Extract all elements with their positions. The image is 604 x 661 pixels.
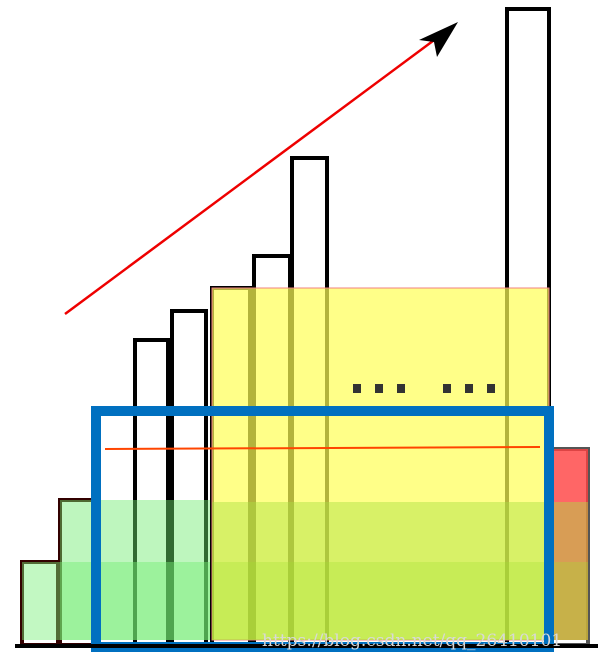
dot	[443, 384, 451, 393]
dot	[353, 384, 361, 393]
dot	[465, 384, 473, 393]
red-area	[549, 449, 588, 640]
dot	[397, 384, 405, 393]
arrow-shaft	[64, 30, 446, 316]
yellow-area	[211, 287, 550, 641]
ellipsis	[353, 384, 495, 393]
dot	[487, 384, 495, 393]
level-line	[104, 446, 541, 450]
dot	[375, 384, 383, 393]
overlap-area	[212, 502, 588, 640]
overlays	[22, 287, 588, 641]
green-area	[60, 500, 210, 640]
green-area	[22, 562, 210, 640]
bar	[170, 309, 208, 647]
watermark: https://blog.csdn.net/qq_26410101	[262, 631, 562, 651]
overlap-area	[212, 562, 588, 640]
arrow-head	[419, 22, 458, 57]
